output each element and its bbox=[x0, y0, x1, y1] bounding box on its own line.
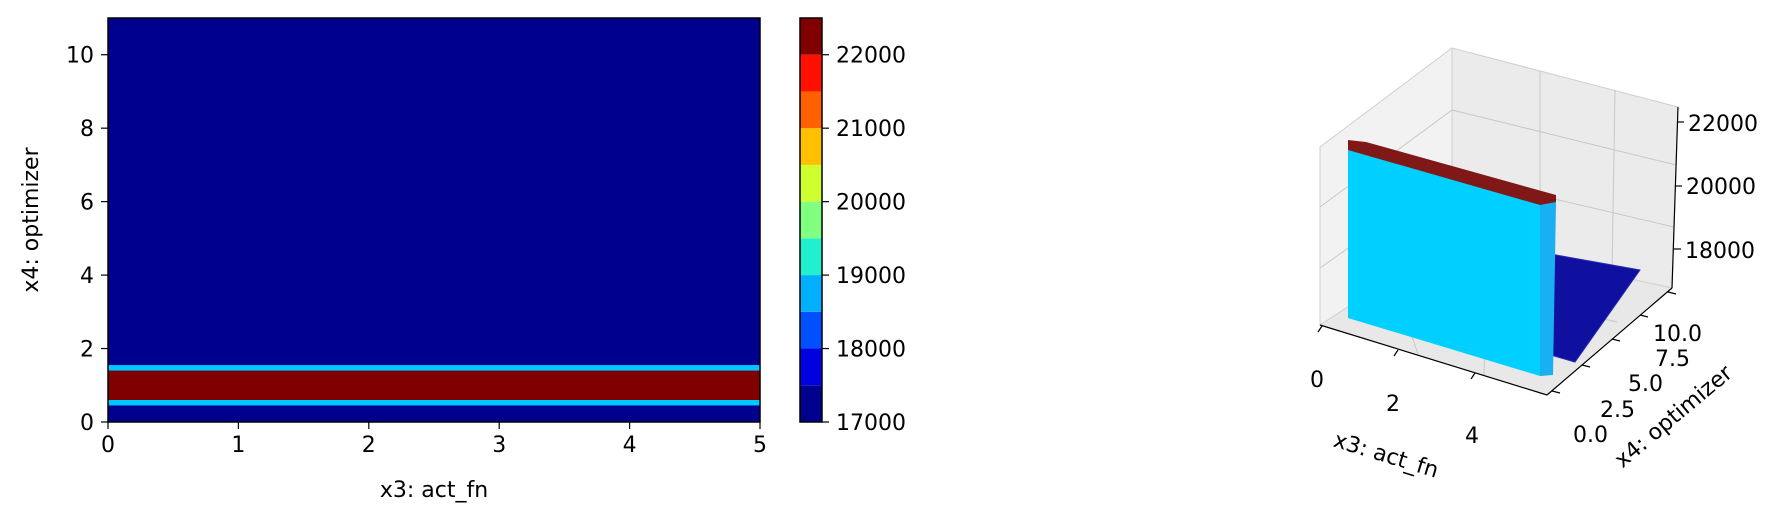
surface-top bbox=[1348, 140, 1556, 205]
contour-y-tick-label: 10 bbox=[66, 44, 94, 69]
surface-y-tick: 5.0 bbox=[1628, 372, 1663, 397]
colorbar-cell bbox=[800, 275, 822, 312]
colorbar-tick-label: 21000 bbox=[836, 117, 906, 142]
colorbar-cell bbox=[800, 128, 822, 165]
colorbar-frame bbox=[799, 17, 823, 423]
surface-z-axis bbox=[1671, 106, 1679, 289]
contour-x-tick-label: 5 bbox=[753, 433, 767, 458]
contour-y-label: x4: optimizer bbox=[19, 146, 44, 292]
surface-wall-edge bbox=[1540, 198, 1556, 376]
contour-y-tick-label: 8 bbox=[80, 117, 94, 142]
colorbar-cell bbox=[800, 18, 822, 55]
contour-x-tick-label: 2 bbox=[362, 433, 376, 458]
surface-tick-marks bbox=[1317, 121, 1684, 394]
contour-x-tick-label: 4 bbox=[623, 433, 637, 458]
contour-frame bbox=[107, 17, 761, 423]
contour-x-ticks: 0 1 2 3 4 5 bbox=[101, 422, 767, 458]
surface-x-tick: 0 bbox=[1310, 368, 1324, 393]
colorbar-cell bbox=[800, 201, 822, 239]
surface-y-axis bbox=[1546, 287, 1673, 396]
colorbar-tick-label: 20000 bbox=[836, 191, 906, 216]
surface-z-tick: 18000 bbox=[1685, 239, 1755, 264]
surface-z-tick: 22000 bbox=[1688, 112, 1758, 137]
surface-y-tick: 10.0 bbox=[1653, 322, 1702, 347]
colorbar-tick-label: 19000 bbox=[836, 264, 906, 289]
colorbar-cell bbox=[800, 385, 822, 422]
contour-y-tick-label: 0 bbox=[80, 411, 94, 436]
surface-x-tick: 2 bbox=[1386, 392, 1400, 417]
colorbar-cells bbox=[800, 18, 822, 422]
contour-x-label: x3: act_fn bbox=[380, 478, 488, 503]
colorbar-tick-label: 17000 bbox=[836, 411, 906, 436]
surface-plot: 0 2 4 0.0 2.5 5.0 7.5 10.0 22000 20000 1… bbox=[1310, 47, 1758, 484]
surface-y-tick: 0.0 bbox=[1573, 423, 1608, 448]
surface-x-axis bbox=[1319, 324, 1548, 396]
contour-y-tick-label: 4 bbox=[80, 264, 94, 289]
contour-band bbox=[108, 399, 760, 406]
contour-bands bbox=[108, 365, 760, 406]
surface-wall bbox=[1348, 145, 1540, 376]
colorbar-cell bbox=[800, 164, 822, 202]
surface-y-tick: 7.5 bbox=[1655, 347, 1690, 372]
colorbar-tick-label: 18000 bbox=[836, 338, 906, 363]
contour-plot: 0 1 2 3 4 5 0 2 4 6 8 10 x3: act_fn x4: optimizer bbox=[19, 17, 767, 503]
colorbar-cell bbox=[800, 348, 822, 386]
colorbar-ticks: 17000 18000 19000 20000 21000 22000 bbox=[822, 44, 906, 436]
surface-y-tick: 2.5 bbox=[1600, 398, 1635, 423]
contour-y-ticks: 0 2 4 6 8 10 bbox=[66, 44, 108, 436]
colorbar-cell bbox=[800, 238, 822, 276]
surface-x-tick: 4 bbox=[1465, 424, 1479, 449]
contour-x-tick-label: 1 bbox=[231, 433, 245, 458]
colorbar-cell bbox=[800, 311, 822, 349]
contour-band bbox=[108, 370, 760, 400]
colorbar-tick-label: 22000 bbox=[836, 44, 906, 69]
contour-y-tick-label: 6 bbox=[80, 191, 94, 216]
contour-x-tick-label: 0 bbox=[101, 433, 115, 458]
colorbar-cell bbox=[800, 91, 822, 129]
contour-y-tick-label: 2 bbox=[80, 338, 94, 363]
colorbar: 17000 18000 19000 20000 21000 22000 bbox=[799, 17, 906, 436]
contour-background bbox=[108, 18, 760, 422]
surface-x-label: x3: act_fn bbox=[1330, 428, 1441, 484]
surface-z-tick: 20000 bbox=[1686, 175, 1756, 200]
contour-x-tick-label: 3 bbox=[492, 433, 506, 458]
contour-band bbox=[108, 365, 760, 371]
colorbar-cell bbox=[800, 54, 822, 92]
